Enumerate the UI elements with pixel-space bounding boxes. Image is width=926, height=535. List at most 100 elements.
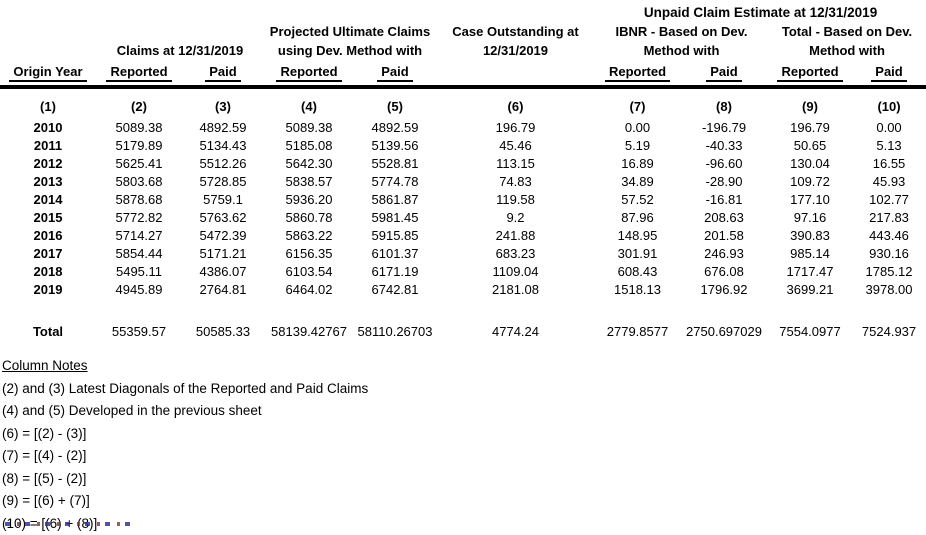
value-cell[interactable]: 5838.57 xyxy=(264,172,354,190)
value-cell[interactable]: 5863.22 xyxy=(264,226,354,244)
value-cell[interactable]: 2181.08 xyxy=(436,280,595,298)
value-cell[interactable]: 5878.68 xyxy=(96,190,182,208)
value-cell[interactable]: 196.79 xyxy=(768,118,852,136)
value-cell[interactable]: 196.79 xyxy=(436,118,595,136)
col-number[interactable]: (5) xyxy=(354,87,436,118)
value-cell[interactable]: 608.43 xyxy=(595,262,680,280)
value-cell[interactable]: 3978.00 xyxy=(852,280,926,298)
unpaid-banner[interactable]: Unpaid Claim Estimate at 12/31/2019 xyxy=(595,2,926,20)
group-projected[interactable]: Projected Ultimate Claims using Dev. Met… xyxy=(264,20,436,61)
value-cell[interactable]: 113.15 xyxy=(436,154,595,172)
value-cell[interactable]: 4386.07 xyxy=(182,262,264,280)
col-number[interactable]: (6) xyxy=(436,87,595,118)
value-cell[interactable]: 45.93 xyxy=(852,172,926,190)
value-cell[interactable]: 6156.35 xyxy=(264,244,354,262)
value-cell[interactable]: 97.16 xyxy=(768,208,852,226)
value-cell[interactable]: -40.33 xyxy=(680,136,768,154)
value-cell[interactable]: 5714.27 xyxy=(96,226,182,244)
value-cell[interactable]: 5.19 xyxy=(595,136,680,154)
total-value-cell[interactable]: 58139.42767 xyxy=(264,321,354,341)
col-number[interactable]: (3) xyxy=(182,87,264,118)
origin-year-cell[interactable]: 2019 xyxy=(0,280,96,298)
value-cell[interactable]: 148.95 xyxy=(595,226,680,244)
group-ibnr[interactable]: IBNR - Based on Dev. Method with xyxy=(595,20,768,61)
total-value-cell[interactable]: 7554.0977 xyxy=(768,321,852,341)
value-cell[interactable]: 5495.11 xyxy=(96,262,182,280)
value-cell[interactable]: 177.10 xyxy=(768,190,852,208)
col-number[interactable]: (9) xyxy=(768,87,852,118)
col-label-reported-7[interactable]: Reported xyxy=(595,61,680,87)
value-cell[interactable]: 301.91 xyxy=(595,244,680,262)
value-cell[interactable]: 5.13 xyxy=(852,136,926,154)
value-cell[interactable]: 5472.39 xyxy=(182,226,264,244)
total-label-cell[interactable]: Total xyxy=(0,321,96,341)
col-number[interactable]: (10) xyxy=(852,87,926,118)
value-cell[interactable]: 4892.59 xyxy=(182,118,264,136)
value-cell[interactable]: 208.63 xyxy=(680,208,768,226)
total-value-cell[interactable]: 2750.697029 xyxy=(680,321,768,341)
value-cell[interactable]: 5642.30 xyxy=(264,154,354,172)
total-value-cell[interactable]: 58110.26703 xyxy=(354,321,436,341)
value-cell[interactable]: 9.2 xyxy=(436,208,595,226)
col-label-paid-5[interactable]: Paid xyxy=(354,61,436,87)
col-number[interactable]: (1) xyxy=(0,87,96,118)
origin-year-cell[interactable]: 2018 xyxy=(0,262,96,280)
value-cell[interactable]: 6742.81 xyxy=(354,280,436,298)
value-cell[interactable]: 5915.85 xyxy=(354,226,436,244)
value-cell[interactable]: 5185.08 xyxy=(264,136,354,154)
total-value-cell[interactable]: 2779.8577 xyxy=(595,321,680,341)
value-cell[interactable]: 6464.02 xyxy=(264,280,354,298)
value-cell[interactable]: 217.83 xyxy=(852,208,926,226)
value-cell[interactable]: 1796.92 xyxy=(680,280,768,298)
value-cell[interactable]: 4945.89 xyxy=(96,280,182,298)
col-label-origin-year[interactable]: Origin Year xyxy=(0,61,96,87)
value-cell[interactable]: 5134.43 xyxy=(182,136,264,154)
col-label-paid-3[interactable]: Paid xyxy=(182,61,264,87)
total-value-cell[interactable]: 50585.33 xyxy=(182,321,264,341)
value-cell[interactable]: 683.23 xyxy=(436,244,595,262)
value-cell[interactable]: 87.96 xyxy=(595,208,680,226)
value-cell[interactable]: 5625.41 xyxy=(96,154,182,172)
col-label-paid-8[interactable]: Paid xyxy=(680,61,768,87)
value-cell[interactable]: 5772.82 xyxy=(96,208,182,226)
origin-year-cell[interactable]: 2015 xyxy=(0,208,96,226)
value-cell[interactable]: 2764.81 xyxy=(182,280,264,298)
origin-year-cell[interactable]: 2011 xyxy=(0,136,96,154)
value-cell[interactable]: 5861.87 xyxy=(354,190,436,208)
group-case-outstanding[interactable]: Case Outstanding at 12/31/2019 xyxy=(436,20,595,61)
value-cell[interactable]: -28.90 xyxy=(680,172,768,190)
col-label-reported-4[interactable]: Reported xyxy=(264,61,354,87)
value-cell[interactable]: 246.93 xyxy=(680,244,768,262)
value-cell[interactable]: 16.89 xyxy=(595,154,680,172)
col-number[interactable]: (8) xyxy=(680,87,768,118)
value-cell[interactable]: 119.58 xyxy=(436,190,595,208)
value-cell[interactable]: 930.16 xyxy=(852,244,926,262)
value-cell[interactable]: 5774.78 xyxy=(354,172,436,190)
value-cell[interactable]: 102.77 xyxy=(852,190,926,208)
value-cell[interactable]: 109.72 xyxy=(768,172,852,190)
value-cell[interactable]: 443.46 xyxy=(852,226,926,244)
value-cell[interactable]: 5981.45 xyxy=(354,208,436,226)
value-cell[interactable]: 130.04 xyxy=(768,154,852,172)
value-cell[interactable]: 16.55 xyxy=(852,154,926,172)
value-cell[interactable]: 1785.12 xyxy=(852,262,926,280)
value-cell[interactable]: 5763.62 xyxy=(182,208,264,226)
value-cell[interactable]: 676.08 xyxy=(680,262,768,280)
value-cell[interactable]: 5089.38 xyxy=(264,118,354,136)
value-cell[interactable]: 5512.26 xyxy=(182,154,264,172)
value-cell[interactable]: 3699.21 xyxy=(768,280,852,298)
value-cell[interactable]: 985.14 xyxy=(768,244,852,262)
value-cell[interactable]: 1518.13 xyxy=(595,280,680,298)
col-label-reported-9[interactable]: Reported xyxy=(768,61,852,87)
origin-year-cell[interactable]: 2013 xyxy=(0,172,96,190)
value-cell[interactable]: 74.83 xyxy=(436,172,595,190)
col-label-paid-10[interactable]: Paid xyxy=(852,61,926,87)
value-cell[interactable]: 4892.59 xyxy=(354,118,436,136)
value-cell[interactable]: -16.81 xyxy=(680,190,768,208)
value-cell[interactable]: 1109.04 xyxy=(436,262,595,280)
value-cell[interactable]: 201.58 xyxy=(680,226,768,244)
value-cell[interactable]: 5728.85 xyxy=(182,172,264,190)
value-cell[interactable]: 0.00 xyxy=(595,118,680,136)
value-cell[interactable]: 390.83 xyxy=(768,226,852,244)
value-cell[interactable]: 241.88 xyxy=(436,226,595,244)
